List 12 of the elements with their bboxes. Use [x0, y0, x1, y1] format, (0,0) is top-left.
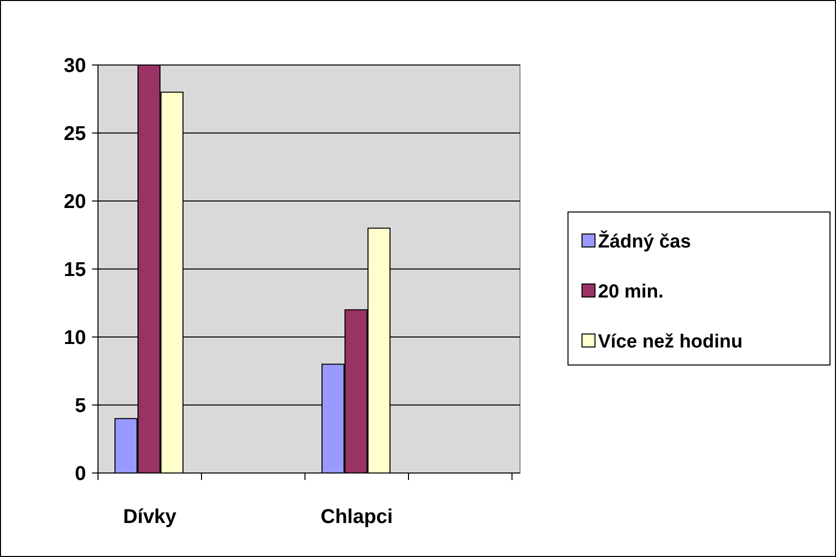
y-tick-label: 25 — [64, 123, 86, 145]
legend-label: Více než hodinu — [598, 332, 743, 353]
y-tick-label: 10 — [64, 327, 86, 349]
x-tick-label: Dívky — [123, 506, 178, 528]
legend-label: 20 min. — [598, 282, 664, 303]
legend-label: Žádný čas — [598, 230, 691, 253]
x-tick-label: Chlapci — [320, 506, 393, 528]
y-tick-label: 0 — [74, 463, 86, 485]
y-tick-label: 15 — [64, 259, 86, 281]
y-tick-label: 20 — [64, 191, 86, 213]
y-tick-label: 30 — [64, 55, 86, 77]
y-tick-label: 5 — [74, 395, 86, 417]
